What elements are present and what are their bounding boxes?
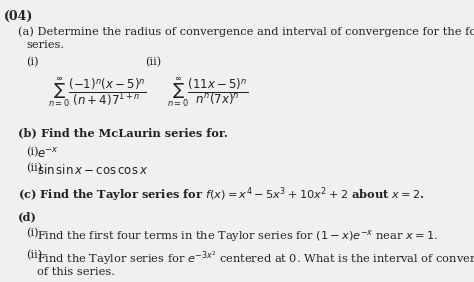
Text: (a) Determine the radius of convergence and interval of convergence for the foll: (a) Determine the radius of convergence … [18,27,474,37]
Text: Find the Taylor series for $e^{-3x^2}$ centered at 0. What is the interval of co: Find the Taylor series for $e^{-3x^2}$ c… [37,250,474,267]
Text: Find the first four terms in the Taylor series for $(1-x)e^{-x}$ near $x=1$.: Find the first four terms in the Taylor … [37,228,438,244]
Text: (ii): (ii) [26,250,43,260]
Text: $\sum_{n=0}^{\infty} \dfrac{(11x-5)^n}{n^n(7x)^n}$: $\sum_{n=0}^{\infty} \dfrac{(11x-5)^n}{n… [167,75,248,109]
Text: (i): (i) [26,147,39,157]
Text: $\sin\sin x - \cos\cos x$: $\sin\sin x - \cos\cos x$ [37,163,149,177]
Text: $\sum_{n=0}^{\infty} \dfrac{(-1)^n(x-5)^n}{(n+4)7^{1+n}}$: $\sum_{n=0}^{\infty} \dfrac{(-1)^n(x-5)^… [48,75,147,109]
Text: of this series.: of this series. [37,267,115,277]
Text: $e^{-x}$: $e^{-x}$ [37,147,59,160]
Text: (b) Find the McLaurin series for.: (b) Find the McLaurin series for. [18,127,228,138]
Text: (ii): (ii) [26,163,43,174]
Text: (ii): (ii) [145,57,162,68]
Text: (i): (i) [26,57,39,68]
Text: (i): (i) [26,228,39,238]
Text: (04): (04) [4,10,34,23]
Text: series.: series. [26,41,64,50]
Text: (c) Find the Taylor series for $f(x) = x^4 - 5x^3 + 10x^2 + 2$ about $x = 2$.: (c) Find the Taylor series for $f(x) = x… [18,186,425,204]
Text: (d): (d) [18,211,37,222]
